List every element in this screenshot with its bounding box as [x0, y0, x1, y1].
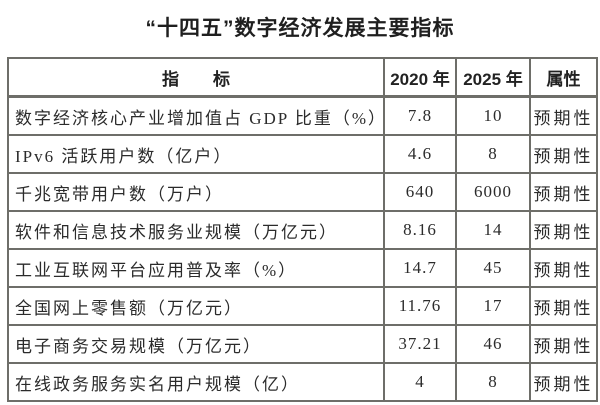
value-2025-cell: 8 — [455, 362, 531, 402]
table-row: 工业互联网平台应用普及率（%） 14.7 45 预期性 — [7, 248, 598, 288]
indicator-cell: 工业互联网平台应用普及率（%） — [7, 248, 385, 288]
indicator-cell: 数字经济核心产业增加值占 GDP 比重（%） — [7, 95, 385, 136]
value-2020-cell: 8.16 — [383, 210, 457, 250]
table-row: IPv6 活跃用户数（亿户） 4.6 8 预期性 — [7, 134, 598, 174]
table-row: 数字经济核心产业增加值占 GDP 比重（%） 7.8 10 预期性 — [7, 95, 598, 136]
value-2025-cell: 17 — [455, 286, 531, 326]
value-2020-cell: 14.7 — [383, 248, 457, 288]
table-row: 在线政务服务实名用户规模（亿） 4 8 预期性 — [7, 362, 598, 402]
attribute-cell: 预期性 — [529, 362, 598, 402]
attribute-cell: 预期性 — [529, 134, 598, 174]
attribute-cell: 预期性 — [529, 286, 598, 326]
value-2025-cell: 8 — [455, 134, 531, 174]
header-indicator: 指 标 — [7, 57, 385, 98]
table-row: 全国网上零售额（万亿元） 11.76 17 预期性 — [7, 286, 598, 326]
header-row: 指 标 2020 年 2025 年 属性 — [7, 57, 598, 98]
indicator-cell: 在线政务服务实名用户规模（亿） — [7, 362, 385, 402]
value-2025-cell: 45 — [455, 248, 531, 288]
indicator-cell: 全国网上零售额（万亿元） — [7, 286, 385, 326]
header-2025: 2025 年 — [455, 57, 531, 98]
attribute-cell: 预期性 — [529, 172, 598, 212]
header-attribute: 属性 — [529, 57, 598, 98]
value-2020-cell: 4.6 — [383, 134, 457, 174]
value-2020-cell: 37.21 — [383, 324, 457, 364]
value-2025-cell: 6000 — [455, 172, 531, 212]
value-2025-cell: 14 — [455, 210, 531, 250]
indicator-cell: IPv6 活跃用户数（亿户） — [7, 134, 385, 174]
indicators-table: 指 标 2020 年 2025 年 属性 数字经济核心产业增加值占 GDP 比重… — [7, 57, 598, 402]
indicator-cell: 软件和信息技术服务业规模（万亿元） — [7, 210, 385, 250]
page-title: “十四五”数字经济发展主要指标 — [145, 17, 455, 40]
attribute-cell: 预期性 — [529, 210, 598, 250]
attribute-cell: 预期性 — [529, 324, 598, 364]
value-2020-cell: 7.8 — [383, 95, 457, 136]
attribute-cell: 预期性 — [529, 95, 598, 136]
indicator-cell: 千兆宽带用户数（万户） — [7, 172, 385, 212]
value-2020-cell: 640 — [383, 172, 457, 212]
indicator-cell: 电子商务交易规模（万亿元） — [7, 324, 385, 364]
attribute-cell: 预期性 — [529, 248, 598, 288]
value-2020-cell: 11.76 — [383, 286, 457, 326]
header-2020: 2020 年 — [383, 57, 457, 98]
value-2025-cell: 10 — [455, 95, 531, 136]
table-row: 软件和信息技术服务业规模（万亿元） 8.16 14 预期性 — [7, 210, 598, 250]
value-2020-cell: 4 — [383, 362, 457, 402]
value-2025-cell: 46 — [455, 324, 531, 364]
table-row: 电子商务交易规模（万亿元） 37.21 46 预期性 — [7, 324, 598, 364]
table-row: 千兆宽带用户数（万户） 640 6000 预期性 — [7, 172, 598, 212]
